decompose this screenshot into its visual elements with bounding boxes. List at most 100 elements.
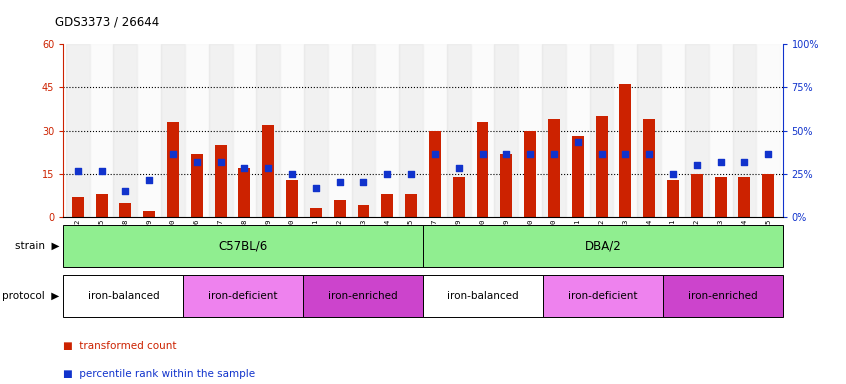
Bar [590, 44, 613, 217]
Bar [470, 44, 494, 217]
Bar [304, 44, 327, 217]
Text: DBA/2: DBA/2 [585, 239, 621, 252]
Bar [376, 44, 399, 217]
Bar [280, 44, 304, 217]
Bar [90, 44, 113, 217]
Bar [209, 44, 233, 217]
Text: iron-balanced: iron-balanced [88, 291, 159, 301]
Point [547, 151, 561, 157]
Bar [262, 125, 274, 217]
Bar [184, 275, 303, 317]
Bar [756, 44, 780, 217]
Text: C57BL/6: C57BL/6 [218, 239, 268, 252]
Point [285, 171, 299, 177]
Bar [500, 154, 513, 217]
Bar [691, 174, 703, 217]
Bar [667, 180, 679, 217]
Bar [423, 275, 543, 317]
Point [595, 151, 608, 157]
Bar [63, 275, 184, 317]
Bar [352, 44, 376, 217]
Bar [662, 275, 783, 317]
Bar [519, 44, 542, 217]
Text: iron-deficient: iron-deficient [568, 291, 638, 301]
Point [500, 151, 514, 157]
Bar [215, 145, 227, 217]
Bar [715, 177, 727, 217]
Bar [542, 44, 566, 217]
Text: strain  ▶: strain ▶ [14, 241, 59, 251]
Bar [661, 44, 685, 217]
Bar [119, 203, 131, 217]
Point [118, 188, 132, 194]
Point [214, 159, 228, 166]
Point [667, 171, 680, 177]
Bar [494, 44, 519, 217]
Bar [286, 180, 298, 217]
Point [238, 165, 251, 171]
Bar [327, 44, 352, 217]
Point [524, 151, 537, 157]
Point [738, 159, 751, 166]
Text: GDS3373 / 26644: GDS3373 / 26644 [55, 16, 159, 29]
Point [618, 151, 632, 157]
Bar [548, 119, 560, 217]
Bar [96, 194, 107, 217]
Bar [596, 116, 607, 217]
Bar [423, 225, 783, 267]
Text: iron-balanced: iron-balanced [448, 291, 519, 301]
Bar [429, 131, 441, 217]
Bar [239, 168, 250, 217]
Point [357, 179, 371, 185]
Point [332, 179, 346, 185]
Bar [161, 44, 185, 217]
Point [428, 151, 442, 157]
Bar [643, 119, 655, 217]
Bar [739, 177, 750, 217]
Bar [333, 200, 346, 217]
Bar [113, 44, 137, 217]
Text: iron-enriched: iron-enriched [688, 291, 757, 301]
Text: protocol  ▶: protocol ▶ [2, 291, 59, 301]
Bar [572, 136, 584, 217]
Bar [191, 154, 203, 217]
Bar [733, 44, 756, 217]
Point [261, 165, 275, 171]
Text: ■  transformed count: ■ transformed count [63, 341, 177, 351]
Point [190, 159, 204, 166]
Bar [185, 44, 209, 217]
Bar [63, 225, 423, 267]
Point [690, 162, 704, 168]
Bar [619, 84, 631, 217]
Bar [453, 177, 464, 217]
Bar [476, 122, 488, 217]
Bar [66, 44, 90, 217]
Point [714, 159, 728, 166]
Bar [256, 44, 280, 217]
Bar [525, 131, 536, 217]
Point [71, 168, 85, 174]
Bar [143, 211, 155, 217]
Bar [72, 197, 84, 217]
Point [404, 171, 418, 177]
Bar [310, 209, 321, 217]
Point [142, 177, 156, 183]
Point [571, 139, 585, 145]
Point [95, 168, 108, 174]
Bar [423, 44, 447, 217]
Text: iron-enriched: iron-enriched [328, 291, 398, 301]
Point [309, 185, 322, 191]
Bar [685, 44, 709, 217]
Point [642, 151, 656, 157]
Bar [167, 122, 179, 217]
Point [452, 165, 465, 171]
Bar [637, 44, 661, 217]
Point [166, 151, 179, 157]
Bar [303, 275, 423, 317]
Bar [405, 194, 417, 217]
Bar [137, 44, 161, 217]
Bar [566, 44, 590, 217]
Point [475, 151, 489, 157]
Point [761, 151, 775, 157]
Bar [709, 44, 733, 217]
